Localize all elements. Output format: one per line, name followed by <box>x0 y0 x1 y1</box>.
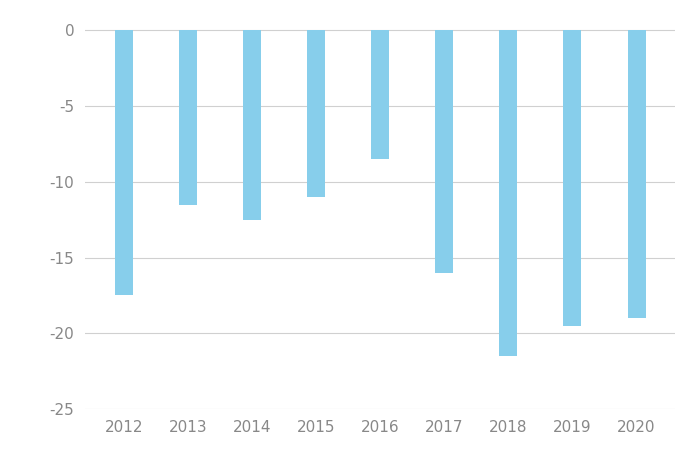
Bar <box>371 30 389 159</box>
Bar <box>307 30 325 197</box>
Bar <box>179 30 197 204</box>
Bar <box>564 30 582 326</box>
Bar <box>243 30 261 219</box>
Bar <box>628 30 646 318</box>
Bar <box>115 30 132 295</box>
Bar <box>500 30 518 356</box>
Bar <box>435 30 453 273</box>
